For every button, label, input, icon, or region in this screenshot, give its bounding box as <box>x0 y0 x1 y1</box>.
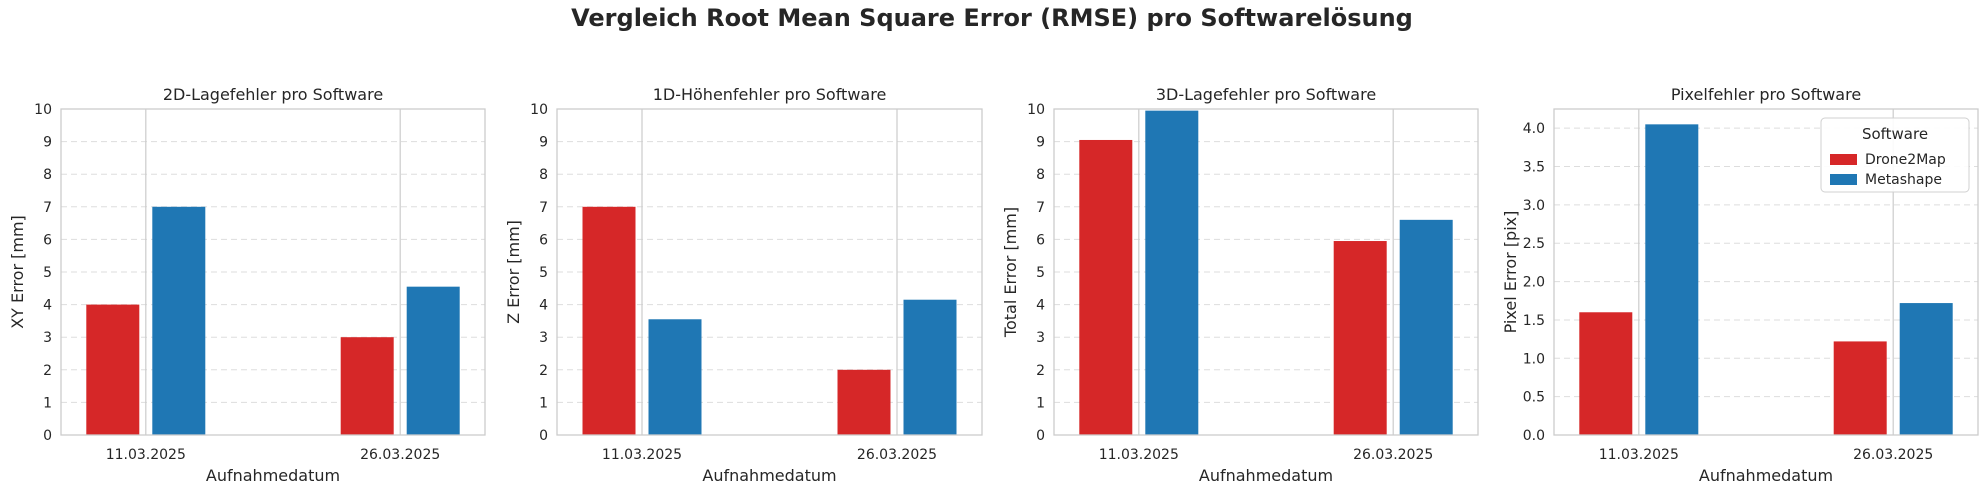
chart-2-ytick-label: 1 <box>539 395 548 411</box>
chart-3-plot-frame <box>1053 108 1479 436</box>
chart-3-ytick-label: 0 <box>1036 428 1045 444</box>
chart-4-ytick-label: 2.0 <box>1523 275 1545 291</box>
chart-4-bar-drone2map-2 <box>1833 341 1887 435</box>
chart-1-xtick-label: 11.03.2025 <box>106 447 186 463</box>
chart-3-ytick-label: 7 <box>1036 200 1045 216</box>
chart-1-ytick-label: 4 <box>43 298 52 314</box>
chart-3-ytick-label: 5 <box>1036 265 1045 281</box>
chart-2-ytick-label: 8 <box>539 167 548 183</box>
legend-label-drone2map: Drone2Map <box>1865 152 1946 168</box>
chart-3-ytick-label: 4 <box>1036 298 1045 314</box>
chart-2-ytick-label: 0 <box>539 428 548 444</box>
chart-4-bar-metashape-1 <box>1645 124 1699 435</box>
chart-4-xlabel: Aufnahmedatum <box>1699 466 1833 485</box>
chart-2-ytick-label: 10 <box>530 102 548 118</box>
chart-1-xlabel: Aufnahmedatum <box>206 466 340 485</box>
chart-2-ytick-label: 4 <box>539 298 548 314</box>
chart-3-ytick-label: 8 <box>1036 167 1045 183</box>
chart-3-xtick-label: 11.03.2025 <box>1099 447 1179 463</box>
chart-4-xtick-label: 11.03.2025 <box>1599 447 1679 463</box>
legend-title: Software <box>1862 125 1928 143</box>
chart-3-xlabel: Aufnahmedatum <box>1199 466 1333 485</box>
chart-2-xlabel: Aufnahmedatum <box>702 466 836 485</box>
chart-3-ytick-label: 9 <box>1036 135 1045 151</box>
chart-3-bar-drone2map-2 <box>1333 241 1387 435</box>
legend-label-metashape: Metashape <box>1865 172 1942 188</box>
chart-1-ytick-label: 2 <box>43 363 52 379</box>
chart-2-bar-metashape-2 <box>903 299 957 435</box>
chart-2-ylabel: Z Error [mm] <box>504 220 523 324</box>
chart-4-ytick-label: 2.5 <box>1523 236 1545 252</box>
chart-3-bar-drone2map-1 <box>1079 139 1133 435</box>
chart-4-xtick-label: 26.03.2025 <box>1853 447 1933 463</box>
chart-2-plot-frame <box>556 108 983 436</box>
chart-1-ytick-label: 10 <box>34 102 52 118</box>
chart-3-bar-metashape-1 <box>1145 110 1199 435</box>
chart-1-plot-frame <box>60 108 486 436</box>
chart-4-ylabel: Pixel Error [pix] <box>1501 211 1520 334</box>
chart-3-ytick-label: 2 <box>1036 363 1045 379</box>
figure-title: Vergleich Root Mean Square Error (RMSE) … <box>571 4 1413 32</box>
chart-4-ytick-label: 4.0 <box>1523 121 1545 137</box>
chart-3-ytick-label: 6 <box>1036 232 1045 248</box>
chart-1-ytick-label: 7 <box>43 200 52 216</box>
chart-1-title: 2D-Lagefehler pro Software <box>163 85 383 104</box>
chart-4-ytick-label: 1.5 <box>1523 313 1545 329</box>
chart-2-xtick-label: 11.03.2025 <box>602 447 682 463</box>
chart-2-title: 1D-Höhenfehler pro Software <box>653 85 887 104</box>
chart-3-xtick-label: 26.03.2025 <box>1353 447 1433 463</box>
chart-2-ytick-label: 9 <box>539 135 548 151</box>
chart-4-ytick-label: 3.5 <box>1523 160 1545 176</box>
chart-1-bar-metashape-2 <box>406 286 460 435</box>
legend-box <box>1820 117 1970 193</box>
chart-3-title: 3D-Lagefehler pro Software <box>1156 85 1376 104</box>
legend-swatch-metashape <box>1830 174 1857 185</box>
chart-2-xtick-label: 26.03.2025 <box>857 447 937 463</box>
chart-4-plot-frame <box>1553 108 1979 436</box>
chart-4-bar-metashape-2 <box>1899 303 1953 435</box>
chart-4-ytick-label: 1.0 <box>1523 351 1545 367</box>
chart-4-title: Pixelfehler pro Software <box>1671 85 1861 104</box>
chart-3-ylabel: Total Error [mm] <box>1001 207 1020 338</box>
chart-2-ytick-label: 3 <box>539 330 548 346</box>
chart-4-ytick-label: 3.0 <box>1523 198 1545 214</box>
chart-3-bar-metashape-2 <box>1399 219 1453 435</box>
legend-swatch-drone2map <box>1830 154 1857 165</box>
chart-3-ytick-label: 3 <box>1036 330 1045 346</box>
chart-1-ytick-label: 0 <box>43 428 52 444</box>
chart-1-xtick-label: 26.03.2025 <box>360 447 440 463</box>
chart-1-bar-drone2map-1 <box>86 304 140 435</box>
chart-1-ylabel: XY Error [mm] <box>8 215 27 329</box>
chart-2-ytick-label: 5 <box>539 265 548 281</box>
chart-1-bar-metashape-1 <box>152 206 206 435</box>
chart-1-ytick-label: 6 <box>43 232 52 248</box>
chart-1-ytick-label: 3 <box>43 330 52 346</box>
chart-2-ytick-label: 7 <box>539 200 548 216</box>
chart-1-ytick-label: 8 <box>43 167 52 183</box>
chart-1-ytick-label: 9 <box>43 135 52 151</box>
chart-1-bar-drone2map-2 <box>340 337 394 435</box>
chart-2-ytick-label: 6 <box>539 232 548 248</box>
chart-4-bar-drone2map-1 <box>1579 312 1633 435</box>
chart-2-bar-drone2map-2 <box>837 369 891 435</box>
chart-4-ytick-label: 0.0 <box>1523 428 1545 444</box>
chart-3-ytick-label: 1 <box>1036 395 1045 411</box>
chart-2-bar-metashape-1 <box>648 319 702 435</box>
chart-1-ytick-label: 1 <box>43 395 52 411</box>
chart-3-ytick-label: 10 <box>1027 102 1045 118</box>
chart-1-ytick-label: 5 <box>43 265 52 281</box>
chart-2-bar-drone2map-1 <box>582 206 636 435</box>
chart-4-ytick-label: 0.5 <box>1523 390 1545 406</box>
chart-2-ytick-label: 2 <box>539 363 548 379</box>
